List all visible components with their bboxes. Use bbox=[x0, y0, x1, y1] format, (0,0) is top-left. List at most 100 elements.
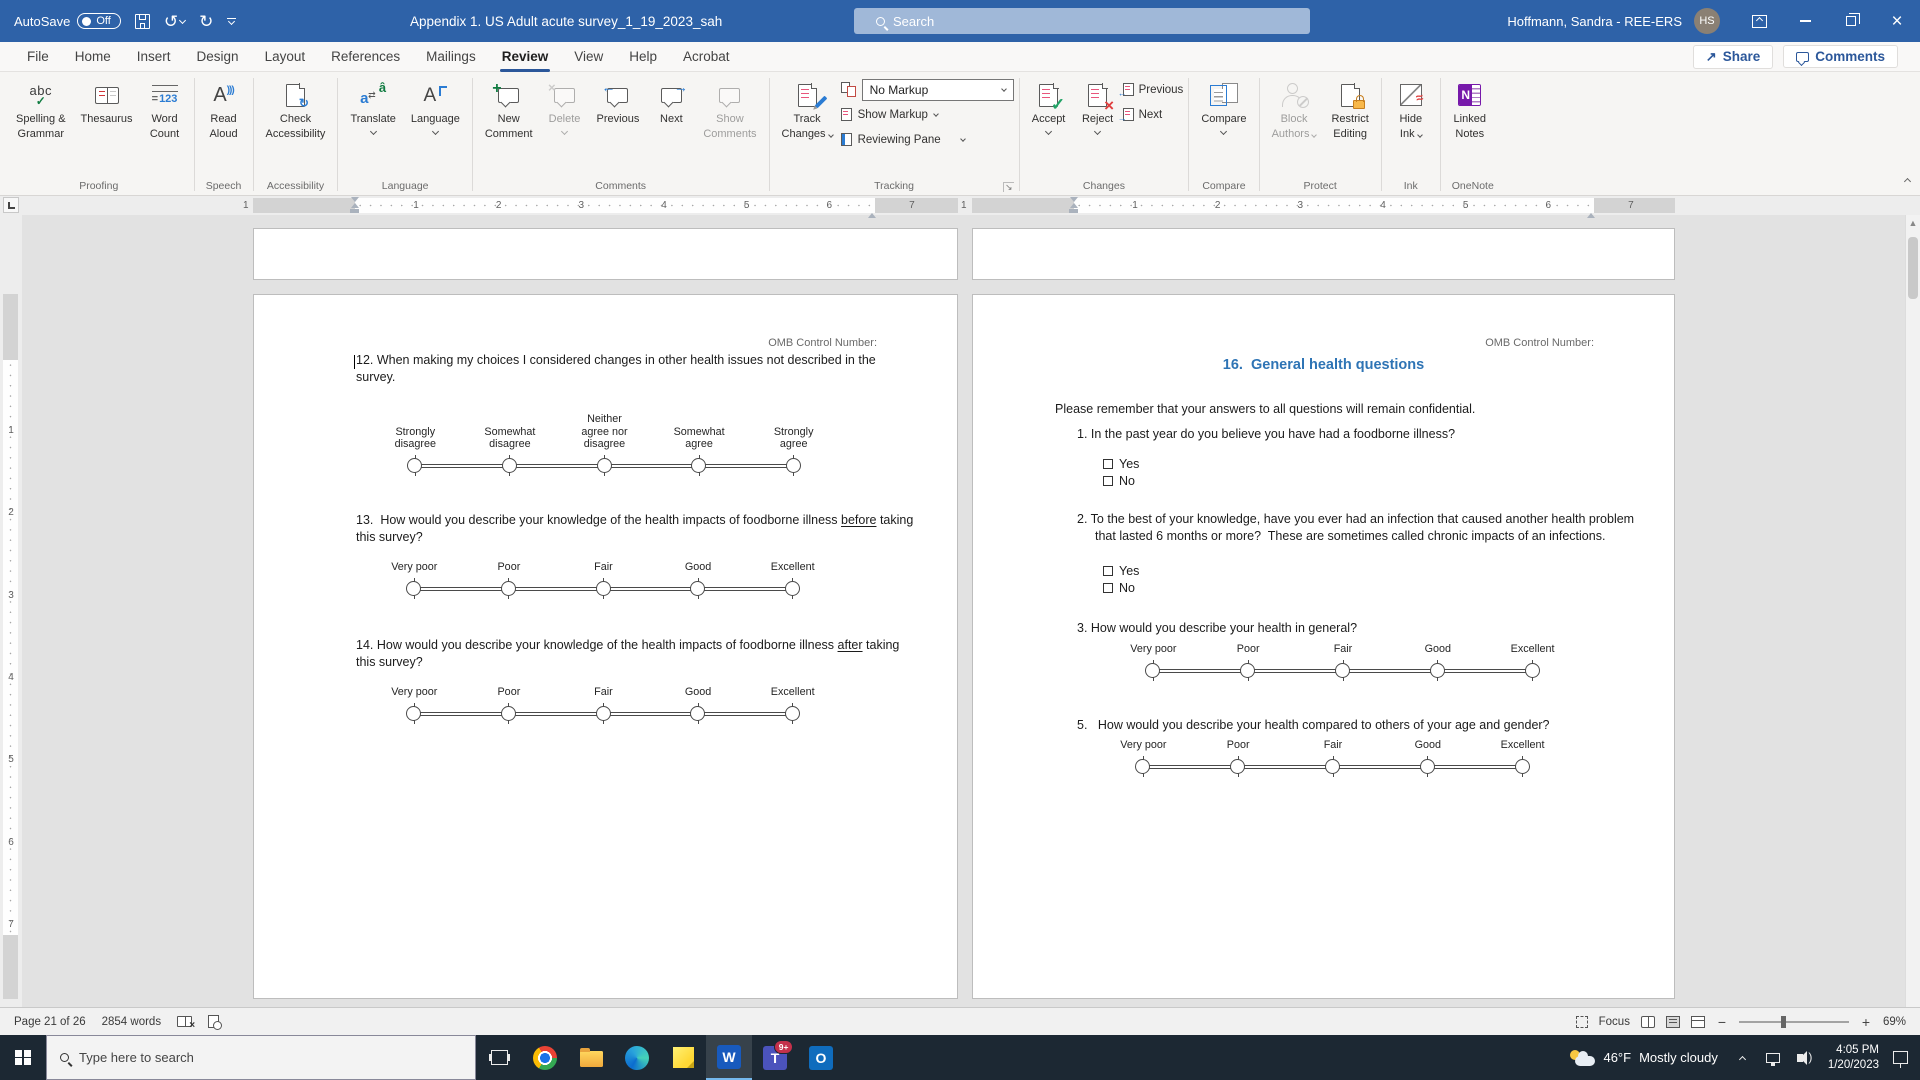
tab-selector[interactable] bbox=[3, 197, 19, 213]
word-taskbar-button[interactable]: W bbox=[706, 1035, 752, 1080]
teams-taskbar-button[interactable]: T 9+ bbox=[752, 1035, 798, 1080]
restore-button[interactable] bbox=[1828, 0, 1874, 42]
proofing-errors-icon[interactable] bbox=[177, 1016, 195, 1031]
delete-comment-button[interactable]: × Delete bbox=[541, 74, 589, 138]
linked-notes-button[interactable]: N Linked Notes bbox=[1446, 74, 1494, 143]
scale-option-circle[interactable] bbox=[690, 702, 706, 724]
tab-insert[interactable]: Insert bbox=[136, 49, 171, 64]
tab-mailings[interactable]: Mailings bbox=[426, 49, 476, 64]
new-comment-button[interactable]: + New Comment bbox=[484, 79, 533, 140]
document-page-right[interactable]: OMB Control Number: 16. General health q… bbox=[972, 294, 1675, 999]
check-accessibility-button[interactable]: ↻ Check Accessibility bbox=[259, 74, 333, 143]
checkbox-icon[interactable] bbox=[1103, 566, 1113, 576]
answer-no[interactable]: No bbox=[1103, 581, 1135, 595]
customize-quick-access-button[interactable] bbox=[227, 17, 237, 26]
dialog-launcher-icon[interactable]: ↘ bbox=[1003, 182, 1014, 192]
scale-option-circle[interactable] bbox=[1325, 755, 1340, 777]
scale-option-circle[interactable] bbox=[595, 702, 611, 724]
scale-option-circle[interactable] bbox=[595, 577, 611, 599]
scale-option-circle[interactable] bbox=[1240, 659, 1256, 681]
markup-view-select[interactable]: No Markup bbox=[861, 78, 1014, 101]
scrollbar-thumb[interactable] bbox=[1908, 237, 1918, 299]
tab-home[interactable]: Home bbox=[74, 49, 111, 64]
show-markup-button[interactable]: Show Markup bbox=[840, 102, 1014, 127]
minimize-button[interactable] bbox=[1782, 0, 1828, 42]
zoom-slider[interactable] bbox=[1738, 1015, 1849, 1028]
ribbon-display-options-button[interactable] bbox=[1736, 0, 1782, 42]
tab-acrobat[interactable]: Acrobat bbox=[683, 49, 730, 64]
zoom-in-button[interactable]: + bbox=[1861, 1013, 1871, 1030]
scale-option-circle[interactable] bbox=[1419, 755, 1435, 777]
scale-option-circle[interactable] bbox=[1514, 755, 1530, 777]
scale-option-circle[interactable] bbox=[1335, 659, 1350, 681]
search-box[interactable]: Search bbox=[854, 8, 1310, 34]
word-count-indicator[interactable]: 2854 words bbox=[101, 1015, 162, 1028]
taskbar-clock[interactable]: 4:05 PM 1/20/2023 bbox=[1818, 1043, 1889, 1073]
scale-option-circle[interactable] bbox=[784, 577, 800, 599]
page-indicator[interactable]: Page 21 of 26 bbox=[14, 1015, 86, 1028]
scale-option-circle[interactable] bbox=[501, 454, 517, 476]
next-comment-button[interactable]: → Next bbox=[660, 78, 688, 126]
accessibility-checker-icon[interactable] bbox=[208, 1015, 223, 1030]
autosave-toggle[interactable]: AutoSave Off bbox=[14, 13, 121, 29]
comments-button[interactable]: Comments bbox=[1783, 45, 1898, 68]
scale-option-circle[interactable] bbox=[1135, 755, 1151, 777]
web-layout-icon[interactable] bbox=[1690, 1015, 1705, 1028]
scroll-up-icon[interactable]: ▲ bbox=[1908, 218, 1918, 228]
network-icon[interactable] bbox=[1758, 1035, 1788, 1080]
share-button[interactable]: ↗ Share bbox=[1692, 44, 1774, 69]
reviewing-pane-button[interactable]: Reviewing Pane bbox=[840, 127, 1014, 152]
start-button[interactable] bbox=[0, 1035, 46, 1080]
collapse-ribbon-button[interactable] bbox=[1903, 171, 1912, 189]
previous-change-button[interactable]: ← Previous bbox=[1117, 83, 1184, 98]
hidden-icons-button[interactable] bbox=[1728, 1035, 1758, 1080]
reject-button[interactable]: × Reject bbox=[1074, 74, 1122, 138]
account-name[interactable]: Hoffmann, Sandra - REE-ERS bbox=[1507, 13, 1682, 29]
word-count-button[interactable]: =123 Word Count bbox=[141, 74, 189, 143]
checkbox-icon[interactable] bbox=[1103, 583, 1113, 593]
scale-option-circle[interactable] bbox=[1429, 659, 1445, 681]
tab-references[interactable]: References bbox=[331, 49, 401, 64]
right-indent-marker[interactable] bbox=[868, 202, 876, 218]
file-explorer-button[interactable] bbox=[568, 1035, 614, 1080]
save-icon[interactable] bbox=[134, 13, 150, 29]
scale-option-circle[interactable] bbox=[407, 454, 423, 476]
volume-icon[interactable] bbox=[1788, 1035, 1818, 1080]
task-view-button[interactable] bbox=[476, 1035, 522, 1080]
horizontal-ruler[interactable]: 1 1 2 3 4 5 6 7 1 1 2 3 4 5 6 7 bbox=[0, 196, 1920, 218]
chrome-button[interactable] bbox=[522, 1035, 568, 1080]
hide-ink-button[interactable]: ≈ Hide Ink bbox=[1387, 74, 1435, 143]
checkbox-icon[interactable] bbox=[1103, 476, 1113, 486]
right-indent-marker[interactable] bbox=[1587, 202, 1595, 218]
scale-option-circle[interactable] bbox=[1230, 755, 1246, 777]
scale-option-circle[interactable] bbox=[1524, 659, 1540, 681]
indent-marker[interactable] bbox=[1069, 197, 1078, 213]
scale-option-circle[interactable] bbox=[406, 577, 422, 599]
scale-option-circle[interactable] bbox=[1145, 659, 1161, 681]
show-comments-button[interactable]: Show Comments bbox=[696, 74, 763, 143]
tab-design[interactable]: Design bbox=[196, 49, 239, 64]
zoom-slider-thumb[interactable] bbox=[1780, 1015, 1786, 1028]
tab-review[interactable]: Review bbox=[489, 42, 562, 72]
sticky-notes-button[interactable] bbox=[660, 1035, 706, 1080]
track-changes-button[interactable]: Track Changes bbox=[775, 74, 840, 143]
read-mode-icon[interactable] bbox=[1640, 1015, 1655, 1028]
answer-yes[interactable]: Yes bbox=[1103, 457, 1139, 471]
scale-option-circle[interactable] bbox=[406, 702, 422, 724]
block-authors-button[interactable]: Block Authors bbox=[1265, 74, 1324, 143]
tab-file[interactable]: File bbox=[27, 49, 49, 64]
document-page-left[interactable]: OMB Control Number: 12. When making my c… bbox=[253, 294, 958, 999]
redo-button[interactable]: ↻ bbox=[199, 13, 213, 30]
previous-comment-button[interactable]: ← Previous bbox=[596, 78, 640, 126]
language-button[interactable]: A Language bbox=[404, 74, 467, 138]
spelling-grammar-button[interactable]: abc ✓ Spelling & Grammar bbox=[16, 82, 66, 141]
translate-button[interactable]: â ⇄ a Translate bbox=[343, 74, 402, 138]
vertical-scrollbar[interactable]: ▲ bbox=[1905, 215, 1920, 1007]
outlook-taskbar-button[interactable]: O bbox=[798, 1035, 844, 1080]
undo-button[interactable]: ↺ bbox=[164, 13, 187, 30]
tab-layout[interactable]: Layout bbox=[264, 49, 306, 64]
scale-option-circle[interactable] bbox=[596, 454, 612, 476]
compare-button[interactable]: Compare bbox=[1194, 74, 1253, 138]
edge-button[interactable] bbox=[614, 1035, 660, 1080]
action-center-icon[interactable] bbox=[1893, 1051, 1908, 1068]
